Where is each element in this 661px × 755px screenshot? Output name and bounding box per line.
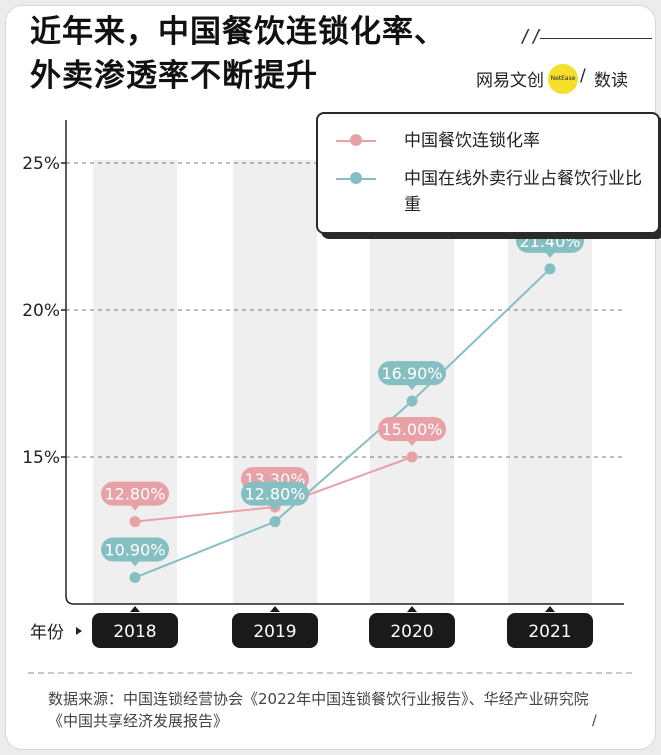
brand-separator: / [580, 66, 586, 86]
decorative-slash: // [520, 26, 542, 47]
y-tick-label: 15% [22, 448, 60, 468]
title-line-1: 近年来，中国餐饮连锁化率、 [30, 14, 446, 50]
data-point [129, 572, 141, 584]
data-point [129, 516, 141, 528]
chart-title: 近年来，中国餐饮连锁化率、 外卖渗透率不断提升 [30, 10, 446, 98]
legend-swatch-chain-rate [336, 134, 376, 146]
data-label-pointer-icon [407, 384, 417, 391]
data-label-pill [378, 361, 446, 386]
data-point [269, 516, 281, 528]
data-label: 12.80% [244, 485, 305, 504]
data-point [544, 263, 556, 275]
data-label-pill [101, 537, 169, 562]
legend-label-chain-rate: 中国餐饮连锁化率 [404, 131, 540, 151]
y-tick-label: 25% [22, 154, 60, 174]
data-label-pointer-icon [130, 560, 140, 567]
category-pointer-icon [545, 606, 555, 612]
category-label: 2021 [528, 622, 571, 642]
y-tick-label: 20% [22, 301, 60, 321]
category-pointer-icon [407, 606, 417, 612]
decorative-rule [540, 38, 652, 39]
brand-name: 网易文创 [476, 71, 544, 91]
legend-label-delivery-share: 中国在线外卖行业占餐饮行业比重 [404, 169, 642, 215]
data-source-note: 数据来源：中国连锁经营协会《2022年中国连锁餐饮行业报告》、华经产业研究院《中… [48, 690, 589, 730]
category-pointer-icon [130, 606, 140, 612]
column-band-2019 [233, 160, 317, 604]
data-label: 21.40% [519, 232, 580, 251]
data-label: 15.00% [381, 420, 442, 439]
legend-marker [350, 134, 362, 146]
data-label-pointer-icon [407, 440, 417, 446]
x-axis-arrow-icon [76, 627, 82, 635]
footer-slash: / [592, 713, 597, 729]
axis-lines [65, 120, 624, 605]
title-line-2: 外卖渗透率不断提升 [30, 58, 318, 94]
legend-item-chain-rate: 中国餐饮连锁化率 [336, 128, 646, 154]
data-point [406, 395, 418, 407]
category-label: 2018 [113, 622, 156, 642]
brand-badge: NetEase [548, 64, 578, 94]
data-label: 10.90% [104, 541, 165, 560]
category-pill-2019 [232, 613, 318, 648]
data-label-pill [516, 228, 584, 253]
column-band-2018 [93, 160, 177, 604]
data-label: 16.90% [381, 364, 442, 383]
series-line-1 [134, 268, 551, 579]
legend-marker [350, 172, 362, 184]
footer-divider [28, 672, 632, 674]
category-pill-2018 [92, 613, 178, 648]
data-label-pointer-icon [545, 251, 555, 258]
legend-item-delivery-share: 中国在线外卖行业占餐饮行业比重 [336, 166, 646, 218]
category-label: 2020 [390, 622, 433, 642]
data-label-pill [241, 481, 309, 506]
category-pill-2020 [369, 613, 455, 648]
data-label-pill [378, 417, 446, 441]
brand-column-name: 数读 [594, 71, 628, 91]
x-axis-label: 年份 [30, 623, 64, 643]
legend: 中国餐饮连锁化率 中国在线外卖行业占餐饮行业比重 [316, 112, 660, 234]
data-label-pointer-icon [270, 504, 280, 511]
category-pill-2021 [507, 613, 593, 648]
legend-swatch-delivery-share [336, 172, 376, 184]
category-pointer-icon [270, 606, 280, 612]
data-label-pill [101, 481, 169, 506]
data-point [406, 451, 418, 463]
data-label-pointer-icon [130, 504, 140, 511]
category-label: 2019 [253, 622, 296, 642]
data-label: 12.80% [104, 485, 165, 504]
